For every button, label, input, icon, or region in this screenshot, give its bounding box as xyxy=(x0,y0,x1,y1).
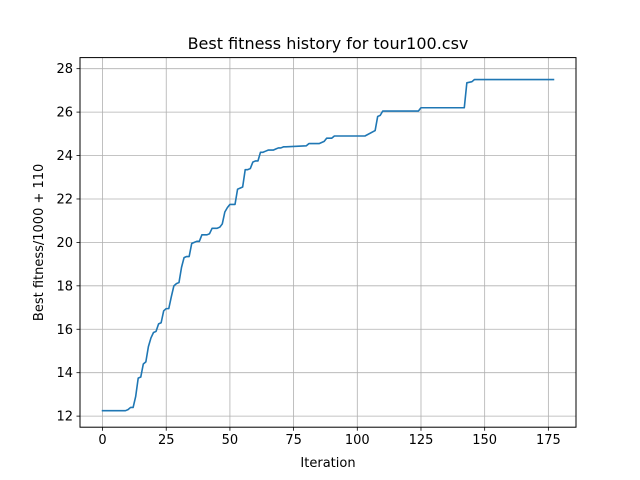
y-tick-label: 26 xyxy=(56,106,73,121)
y-tick-label: 16 xyxy=(56,323,73,338)
x-axis: 0 25 50 75 100 125 150 175 xyxy=(98,427,561,448)
y-tick-label: 22 xyxy=(56,192,73,207)
x-tick-label: 0 xyxy=(98,433,106,448)
y-tick-label: 14 xyxy=(56,366,73,381)
x-tick-label: 125 xyxy=(409,433,434,448)
y-tick-label: 28 xyxy=(56,62,73,77)
x-tick-label: 50 xyxy=(222,433,239,448)
x-tick-label: 25 xyxy=(158,433,175,448)
y-tick-label: 12 xyxy=(56,410,73,425)
grid xyxy=(80,57,576,428)
series-line xyxy=(101,78,555,412)
series-layer xyxy=(101,78,555,412)
y-tick-label: 18 xyxy=(56,279,73,294)
y-tick-label: 24 xyxy=(56,149,73,164)
x-tick-label: 100 xyxy=(345,433,370,448)
x-tick-label: 150 xyxy=(472,433,497,448)
y-tick-label: 20 xyxy=(56,236,73,251)
x-axis-label: Iteration xyxy=(300,456,355,471)
y-axis-label: Best fitness/1000 + 110 xyxy=(32,164,47,321)
chart-title: Best fitness history for tour100.csv xyxy=(188,34,469,53)
x-tick-label: 75 xyxy=(285,433,302,448)
x-tick-label: 175 xyxy=(536,433,561,448)
y-axis: 12 14 16 18 20 22 24 26 28 xyxy=(56,62,80,425)
